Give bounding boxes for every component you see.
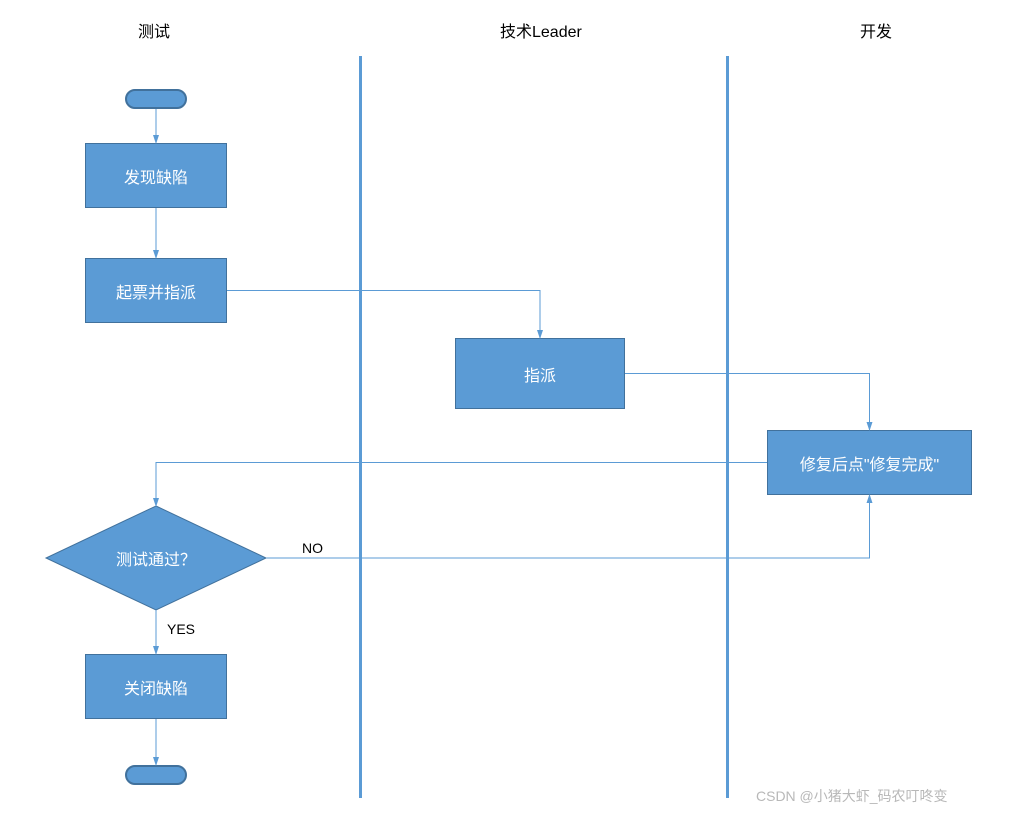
decision-test-pass: 测试通过？: [46, 506, 266, 610]
lane-divider-1: [359, 56, 362, 798]
lane-divider-2: [726, 56, 729, 798]
decision-label: 测试通过？: [46, 506, 266, 610]
start-terminator: [125, 89, 187, 109]
label-yes: YES: [167, 621, 195, 637]
process-create-ticket: 起票并指派: [85, 258, 227, 323]
process-assign: 指派: [455, 338, 625, 409]
process-label: 起票并指派: [116, 279, 196, 303]
lane-header-leader: 技术Leader: [500, 18, 582, 42]
end-terminator: [125, 765, 187, 785]
lane-header-dev: 开发: [860, 18, 892, 42]
watermark-text: CSDN @小猪大虾_码农叮咚变: [756, 786, 948, 806]
process-fix-complete: 修复后点"修复完成": [767, 430, 972, 495]
label-no: NO: [302, 540, 323, 556]
process-close-defect: 关闭缺陷: [85, 654, 227, 719]
process-label: 指派: [524, 362, 556, 386]
process-label: 修复后点"修复完成": [800, 451, 939, 475]
process-label: 发现缺陷: [124, 164, 188, 188]
process-label: 关闭缺陷: [124, 675, 188, 699]
process-discover-defect: 发现缺陷: [85, 143, 227, 208]
lane-header-test: 测试: [138, 18, 170, 42]
